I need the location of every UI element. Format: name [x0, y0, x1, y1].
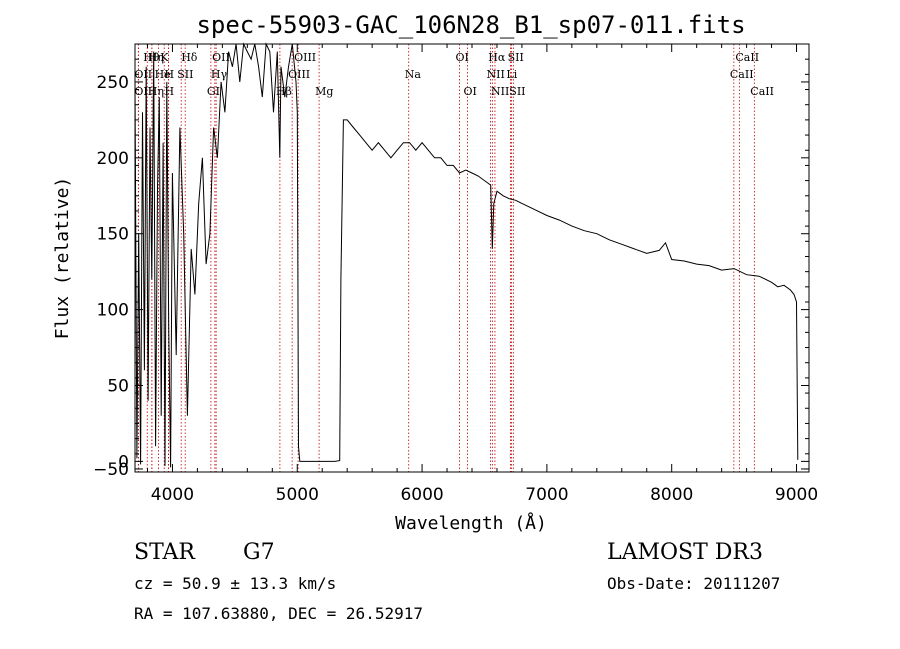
spectral-line-label: K [160, 51, 169, 64]
chart-title: spec-55903-GAC_106N28_B1_sp07-011.fits [196, 11, 745, 39]
spectral-line-markers [137, 44, 755, 472]
spectral-line-label: NII [491, 85, 509, 98]
spectral-line-label: Hγ [211, 68, 228, 81]
spectral-line-label: OII [134, 68, 152, 81]
x-tick-label: 8000 [650, 485, 693, 505]
spectral-line-label: H [165, 68, 175, 81]
x-tick-label: 4000 [151, 485, 194, 505]
y-axis-label: Flux (relative) [52, 177, 73, 340]
spectral-line-label: SII [509, 85, 525, 98]
spectral-line-label: OI [456, 51, 469, 64]
y-tick-label: 200 [97, 149, 129, 169]
spectral-line-label: OII [212, 51, 230, 64]
spectral-line-label: He [155, 68, 171, 81]
spectral-line-label: CaII [735, 51, 759, 64]
spectral-line-label: Mg [315, 85, 333, 98]
x-tick-label: 6000 [400, 485, 443, 505]
spectral-line-label: OIII [288, 68, 310, 81]
spectral-line-label: NII [487, 68, 505, 81]
y-tick-label: −50 [93, 460, 129, 480]
spectrum-series-line [134, 42, 799, 468]
coordinates-readout: RA = 107.63880, DEC = 26.52917 [134, 604, 423, 623]
object-type: STAR [134, 540, 196, 565]
spectral-line-label: Li [506, 68, 517, 81]
spectral-line-label: Hα [488, 51, 506, 64]
x-axis-label: Wavelength (Å) [395, 512, 547, 534]
survey-name: LAMOST DR3 [607, 540, 763, 565]
spectral-line-label: Hθ [143, 51, 160, 64]
y-axis-ticks: −500 50 100 150 200 250 [93, 58, 809, 480]
y-tick-label: 250 [97, 73, 129, 93]
x-tick-label: 7000 [525, 485, 568, 505]
y-tick-label: 150 [97, 225, 129, 245]
spectral-line-label: CaII [750, 85, 774, 98]
spectral-line-label: H [165, 85, 175, 98]
spectral-line-label: OIII [294, 51, 316, 64]
redshift-readout: cz = 50.9 ± 13.3 km/s [134, 574, 336, 593]
y-tick-label: 100 [97, 301, 129, 321]
observation-date: Obs-Date: 20111207 [607, 574, 780, 593]
spectral-line-label: GI [207, 85, 220, 98]
x-axis-ticks: 4000 5000 6000 7000 8000 9000 [146, 44, 818, 505]
object-subclass: G7 [243, 540, 275, 565]
plot-frame [134, 43, 810, 473]
spectral-line-label: CaII [730, 68, 754, 81]
y-tick-label: 0 [118, 452, 129, 472]
spectral-line-label: Na [405, 68, 422, 81]
spectral-line-label: Hη [148, 85, 164, 98]
spectral-line-label: OI [464, 85, 477, 98]
spectral-line-label: OII [134, 85, 152, 98]
x-tick-label: 5000 [276, 485, 319, 505]
spectral-line-label: SII [508, 51, 524, 64]
spectral-line-label: SII [177, 68, 193, 81]
x-tick-label: 9000 [775, 485, 818, 505]
y-tick-label: 50 [107, 376, 129, 396]
spectral-line-label: Hδ [181, 51, 198, 64]
spectral-line-label: Hη [148, 51, 164, 64]
